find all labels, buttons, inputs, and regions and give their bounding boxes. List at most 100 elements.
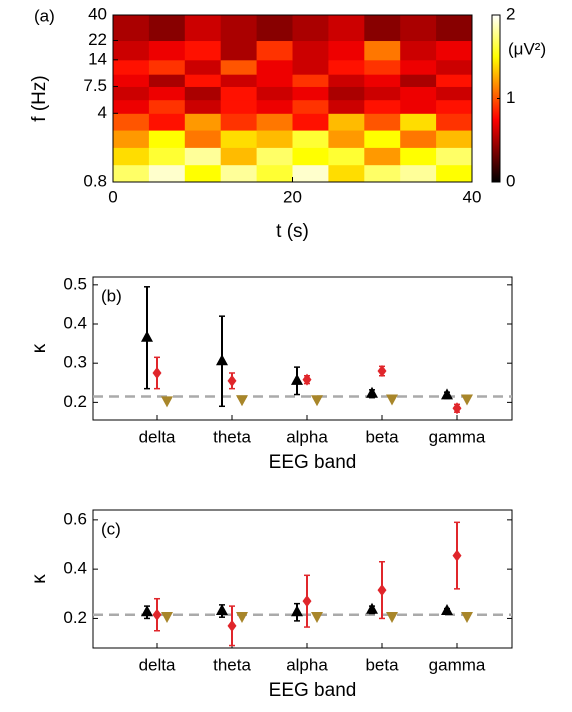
heat-cell <box>148 40 186 61</box>
y-axis-label: κ <box>29 574 50 584</box>
colorbar-tick-label: 0 <box>506 171 515 190</box>
marker <box>377 365 387 378</box>
heat-cell <box>364 99 401 114</box>
x-tick-label: theta <box>213 655 251 674</box>
heat-cell <box>113 130 150 148</box>
x-tick-label: alpha <box>286 655 328 674</box>
heat-cell <box>292 147 329 166</box>
plot-frame <box>92 276 513 421</box>
heat-cell <box>436 164 473 183</box>
heat-cell <box>220 59 258 75</box>
marker <box>386 611 398 623</box>
heat-cell <box>436 113 473 131</box>
heat-cell <box>220 15 258 42</box>
heat-cell <box>256 59 293 75</box>
heat-cell <box>184 130 222 148</box>
x-tick-label: gamma <box>429 655 486 674</box>
heat-cell <box>292 59 329 75</box>
heat-cell <box>400 130 437 148</box>
heat-cell <box>256 130 293 148</box>
heat-cell <box>113 86 150 101</box>
x-tick-label: delta <box>139 427 176 446</box>
heat-cell <box>292 130 329 148</box>
heat-cell <box>148 113 186 131</box>
marker <box>386 394 398 406</box>
heat-cell <box>148 164 186 183</box>
heat-cell <box>256 40 293 61</box>
y-tick-label: 0.4 <box>63 559 87 578</box>
y-tick-label: 0.8 <box>83 171 107 190</box>
heat-cell <box>292 15 329 42</box>
heat-cell <box>148 130 186 148</box>
heat-cell <box>328 130 365 148</box>
colorbar-label: (μV²) <box>508 39 546 58</box>
heat-cell <box>220 164 258 183</box>
x-axis-label: t (s) <box>276 221 309 242</box>
marker <box>152 608 162 621</box>
panel-label: (a) <box>34 6 55 25</box>
marker <box>236 395 248 407</box>
heat-cell <box>292 40 329 61</box>
heat-cell <box>400 40 437 61</box>
heat-cell <box>400 164 437 183</box>
heat-cell <box>364 86 401 101</box>
heat-cell <box>113 40 150 61</box>
heat-cell <box>436 40 473 61</box>
y-tick-label: 40 <box>88 4 107 23</box>
heat-cell <box>220 40 258 61</box>
heat-cell <box>220 86 258 101</box>
heat-cell <box>220 113 258 131</box>
heat-cell <box>436 130 473 148</box>
heat-cell <box>292 74 329 87</box>
heat-cell <box>400 59 437 75</box>
heat-cell <box>436 59 473 75</box>
y-tick-label: 0.2 <box>63 608 87 627</box>
marker <box>366 386 378 398</box>
marker <box>161 396 173 408</box>
heat-cell <box>220 147 258 166</box>
marker <box>461 394 473 406</box>
y-tick-label: 4 <box>98 103 107 122</box>
heat-cell <box>400 99 437 114</box>
heat-cell <box>292 86 329 101</box>
panel-label: (c) <box>101 519 121 538</box>
heat-cell <box>148 147 186 166</box>
x-axis-label: EEG band <box>269 680 357 701</box>
marker <box>311 395 323 407</box>
heat-cell <box>364 164 401 183</box>
marker <box>461 611 473 623</box>
x-axis-label: EEG band <box>269 452 357 473</box>
marker <box>441 604 453 616</box>
heat-cell <box>220 130 258 148</box>
marker <box>302 595 312 608</box>
heat-cell <box>184 74 222 87</box>
y-tick-label: 0.4 <box>63 313 87 332</box>
heat-cell <box>184 86 222 101</box>
heat-cell <box>148 86 186 101</box>
heat-cell <box>113 147 150 166</box>
heat-cell <box>148 15 186 42</box>
heat-cell <box>436 99 473 114</box>
heat-cell <box>113 74 150 87</box>
marker <box>152 366 162 379</box>
colorbar-tick-label: 1 <box>506 88 515 107</box>
heat-cell <box>113 15 150 42</box>
heat-cell <box>364 113 401 131</box>
marker <box>452 402 462 415</box>
y-tick-label: 0.2 <box>63 392 87 411</box>
heat-cell <box>148 74 186 87</box>
x-tick-label: beta <box>365 427 399 446</box>
marker <box>236 611 248 623</box>
heat-cell <box>220 74 258 87</box>
heat-cell <box>184 99 222 114</box>
heat-cell <box>364 74 401 87</box>
heat-cell <box>184 15 222 42</box>
heat-cell <box>328 40 365 61</box>
x-tick-label: gamma <box>429 427 486 446</box>
y-tick-label: 7.5 <box>83 76 107 95</box>
heat-cell <box>436 147 473 166</box>
marker <box>216 354 228 366</box>
marker <box>452 549 462 562</box>
marker <box>227 619 237 632</box>
